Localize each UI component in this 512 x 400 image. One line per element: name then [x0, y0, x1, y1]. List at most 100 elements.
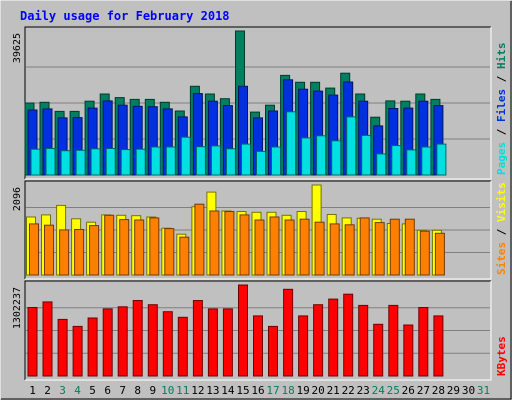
- bar-pages-day-23: [361, 134, 372, 176]
- bar-sites-day-3: [59, 229, 70, 276]
- bar-sites-day-26: [404, 218, 415, 276]
- panel-edge-light: [25, 27, 492, 180]
- bar-pages-day-7: [120, 149, 131, 176]
- panel-series-label: Pages / Files / Hits: [495, 43, 508, 176]
- bar-pages-day-18: [286, 111, 297, 176]
- bar-kbytes-day-6: [102, 308, 113, 377]
- panel-pages_files_hits: 39625 Pages / Files / Hits: [12, 26, 508, 180]
- bar-pages-day-10: [165, 146, 176, 176]
- bar-kbytes-day-28: [433, 315, 444, 377]
- day-label-12: 12: [191, 384, 204, 397]
- bar-sites-day-10: [164, 228, 175, 276]
- bar-pages-day-8: [135, 148, 146, 176]
- bar-kbytes-day-17: [268, 325, 278, 377]
- bar-kbytes-day-15: [238, 284, 248, 377]
- day-label-6: 6: [104, 384, 111, 397]
- bar-kbytes-day-12: [192, 300, 203, 377]
- bar-sites-day-11: [179, 236, 190, 276]
- bar-sites-day-25: [389, 218, 400, 276]
- bar-pages-day-20: [316, 135, 327, 176]
- day-label-18: 18: [281, 384, 294, 397]
- day-label-19: 19: [296, 384, 309, 397]
- bar-pages-day-26: [406, 149, 417, 176]
- panel-edge-dark: [24, 280, 491, 380]
- day-label-11: 11: [176, 384, 189, 397]
- bar-sites-day-28: [434, 232, 445, 276]
- day-label-24: 24: [372, 384, 386, 397]
- series-label-part: /: [495, 122, 508, 142]
- bar-sites-day-27: [419, 230, 430, 276]
- bar-sites-day-16: [254, 219, 265, 276]
- bar-kbytes-day-20: [313, 304, 324, 377]
- bar-sites-day-21: [329, 223, 340, 276]
- series-label-part: Hits: [495, 43, 508, 70]
- bar-kbytes-day-3: [57, 318, 68, 377]
- bar-kbytes-day-10: [162, 311, 173, 377]
- series-label-part: Sites: [495, 242, 508, 275]
- bar-kbytes-day-18: [283, 288, 294, 377]
- bar-kbytes-day-24: [373, 323, 384, 377]
- bar-kbytes-day-22: [343, 293, 354, 377]
- panel-series-label: KBytes: [495, 336, 508, 376]
- bar-pages-day-1: [30, 148, 41, 176]
- panel-max-label: 1302237: [12, 287, 23, 329]
- bar-kbytes-day-13: [207, 308, 218, 377]
- bar-sites-day-8: [134, 219, 145, 276]
- bar-kbytes-day-4: [72, 325, 83, 377]
- panel-edge-light: [25, 181, 492, 280]
- day-label-3: 3: [59, 384, 66, 397]
- bar-pages-day-27: [421, 146, 432, 176]
- series-label-part: /: [495, 69, 508, 89]
- chart-title: Daily usage for February 2018: [20, 9, 230, 23]
- day-label-29: 29: [447, 384, 460, 397]
- bar-sites-day-13: [209, 210, 220, 276]
- panel-kbytes: 1302237 KBytes: [12, 280, 508, 381]
- bar-pages-day-13: [210, 145, 221, 176]
- bar-sites-day-6: [104, 214, 115, 276]
- day-label-2: 2: [44, 384, 51, 397]
- bar-kbytes-day-2: [42, 301, 53, 377]
- bar-kbytes-day-8: [132, 300, 143, 377]
- day-label-21: 21: [327, 384, 340, 397]
- bar-sites-day-20: [314, 221, 325, 276]
- day-label-27: 27: [417, 384, 430, 397]
- bar-kbytes-day-26: [403, 324, 414, 377]
- bar-pages-day-6: [105, 148, 116, 176]
- bar-pages-day-3: [60, 150, 71, 176]
- day-label-13: 13: [206, 384, 219, 397]
- day-label-8: 8: [134, 384, 141, 397]
- day-label-22: 22: [342, 384, 355, 397]
- bar-pages-day-16: [256, 150, 266, 176]
- day-label-30: 30: [462, 384, 475, 397]
- bar-pages-day-4: [75, 149, 86, 176]
- bar-kbytes-day-23: [358, 304, 369, 377]
- day-label-1: 1: [29, 384, 36, 397]
- bar-pages-day-11: [180, 136, 191, 176]
- day-label-26: 26: [402, 384, 415, 397]
- series-label-part: KBytes: [495, 336, 508, 376]
- series-label-part: Files: [495, 89, 508, 122]
- panel-edge-dark: [24, 180, 491, 279]
- bar-sites-day-18: [284, 219, 295, 276]
- bar-pages-day-19: [301, 137, 312, 176]
- bar-sites-day-5: [89, 225, 100, 276]
- series-label-part: Pages: [495, 142, 508, 175]
- day-label-31: 31: [477, 384, 490, 397]
- bar-sites-day-17: [269, 216, 280, 276]
- day-label-28: 28: [432, 384, 445, 397]
- day-label-16: 16: [251, 384, 264, 397]
- day-label-23: 23: [357, 384, 370, 397]
- panel-max-label: 39625: [12, 33, 23, 63]
- bar-sites-day-24: [374, 222, 385, 276]
- bar-sites-day-23: [359, 217, 370, 276]
- panel-sites_visits: 2096 Sites / Visits: [12, 180, 508, 280]
- series-label-part: /: [495, 222, 508, 242]
- bar-pages-day-14: [225, 148, 236, 176]
- day-label-9: 9: [149, 384, 156, 397]
- bar-kbytes-day-16: [253, 315, 263, 377]
- bar-kbytes-day-19: [298, 315, 309, 377]
- panel-edge-light: [25, 281, 492, 381]
- bar-sites-day-2: [44, 224, 54, 276]
- bar-kbytes-day-5: [87, 317, 98, 377]
